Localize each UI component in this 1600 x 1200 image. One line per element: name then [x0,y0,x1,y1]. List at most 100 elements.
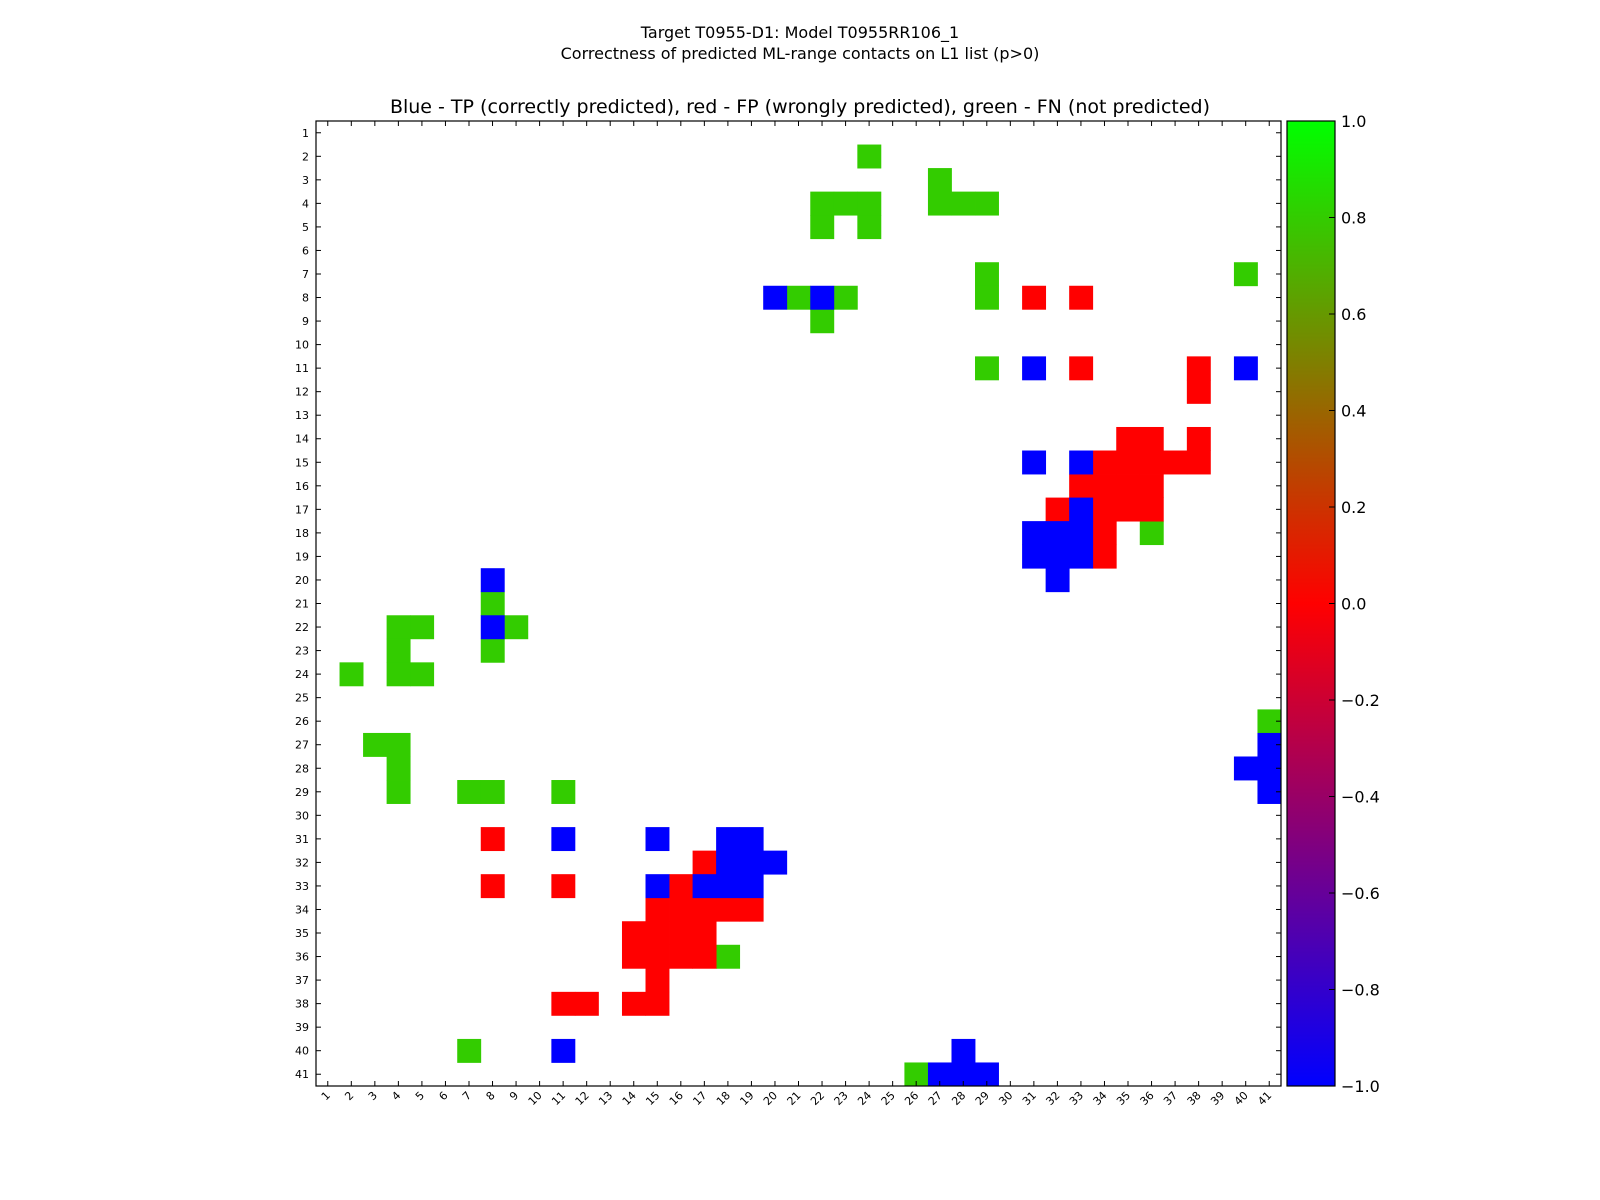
cell-tp-r20-c32 [1045,568,1070,593]
y-tick-label: 28 [295,762,309,775]
cell-tp-r8-c22 [810,285,835,310]
colorbar-tick-label: 0.0 [1341,595,1366,614]
cell-tp-r41-c29 [975,1062,999,1087]
cell-tp-r31-c15 [645,827,670,852]
x-tick-label: 18 [714,1089,733,1108]
cell-fp-r15-c35 [1116,450,1141,475]
colorbar-tick-label: −0.4 [1341,788,1380,807]
cell-tp-r19-c32 [1045,544,1070,569]
cell-fn-r22-c4 [386,615,411,640]
cell-fn-r23-c8 [480,638,505,663]
cell-fp-r34-c15 [645,897,670,922]
cell-fp-r17-c32 [1045,497,1070,522]
y-tick-label: 29 [295,786,309,799]
colorbar-tick-label: −0.6 [1341,884,1380,903]
cell-fn-r8-c21 [786,285,811,310]
x-tick-label: 32 [1043,1089,1062,1108]
y-tick-label: 40 [295,1045,309,1058]
cell-tp-r28-c40 [1233,756,1258,781]
y-tick-label: 16 [295,480,309,493]
x-tick-label: 14 [620,1089,639,1108]
y-tick-label: 11 [295,362,309,375]
x-tick-label: 30 [996,1089,1015,1108]
suptitle-line-2: Correctness of predicted ML-range contac… [561,44,1040,63]
x-tick-label: 3 [366,1089,380,1103]
cell-fp-r38-c12 [574,991,599,1016]
cell-fn-r21-c8 [480,591,505,616]
cell-fp-r36-c15 [645,944,670,969]
cell-fn-r3-c27 [927,168,952,193]
y-tick-label: 1 [302,127,309,140]
x-tick-label: 10 [526,1089,545,1108]
cell-tp-r33-c19 [739,874,764,899]
x-tick-label: 12 [573,1089,592,1108]
heatmap-cells [339,144,1282,1087]
colorbar-tick-label: 0.6 [1341,305,1366,324]
x-tick-label: 29 [973,1089,992,1108]
y-tick-label: 21 [295,598,309,611]
cell-tp-r18-c33 [1069,521,1094,546]
colorbar-tick-label: 0.2 [1341,498,1366,517]
cell-tp-r15-c31 [1022,450,1047,475]
cell-fn-r29-c11 [551,780,576,804]
cell-fn-r18-c36 [1139,521,1164,546]
cell-fn-r29-c4 [386,780,411,804]
x-tick-label: 34 [1091,1089,1110,1108]
y-tick-label: 10 [295,339,309,352]
cell-fp-r16-c33 [1069,474,1094,498]
y-tick-label: 38 [295,998,309,1011]
y-tick-label: 23 [295,645,309,658]
x-tick-label: 17 [690,1089,709,1108]
y-tick-label: 27 [295,739,309,752]
cell-tp-r11-c40 [1233,356,1258,381]
cell-tp-r18-c32 [1045,521,1070,546]
cell-fp-r11-c38 [1186,356,1211,381]
cell-fp-r34-c16 [669,897,693,922]
cell-tp-r31-c18 [716,827,741,852]
cell-tp-r8-c20 [763,285,788,310]
cell-fn-r24-c4 [386,662,411,687]
y-tick-label: 32 [295,856,309,869]
y-tick-label: 12 [295,386,309,399]
cell-fp-r12-c38 [1186,379,1211,404]
y-tick-label: 14 [295,433,309,446]
cell-tp-r27-c41 [1257,732,1282,757]
cell-fn-r5-c22 [810,215,835,240]
x-tick-label: 35 [1114,1089,1133,1108]
y-tick-label: 7 [302,268,309,281]
cell-fp-r32-c17 [692,850,717,875]
x-tick-label: 16 [667,1089,686,1108]
x-tick-label: 38 [1185,1089,1204,1108]
cell-tp-r28-c41 [1257,756,1282,781]
x-tick-label: 31 [1020,1089,1039,1108]
cell-fp-r35-c16 [669,921,693,946]
x-tick-label: 15 [643,1089,662,1108]
cell-fp-r15-c37 [1163,450,1188,475]
cell-fp-r37-c15 [645,968,670,993]
cell-tp-r15-c33 [1069,450,1094,475]
y-tick-label: 13 [295,409,309,422]
cell-tp-r33-c18 [716,874,741,899]
x-tick-label: 5 [413,1089,427,1103]
x-tick-label: 4 [389,1089,403,1103]
cell-fp-r11-c33 [1069,356,1094,381]
y-tick-label: 41 [295,1068,309,1081]
cell-fp-r34-c17 [692,897,717,922]
y-tick-label: 15 [295,456,309,469]
cell-fp-r36-c14 [621,944,646,969]
y-tick-label: 34 [295,903,309,916]
cell-fn-r41-c26 [904,1062,929,1087]
y-tick-label: 2 [302,150,309,163]
cell-tp-r17-c33 [1069,497,1094,522]
x-tick-label: 9 [507,1089,521,1103]
cell-tp-r33-c17 [692,874,717,899]
cell-tp-r31-c11 [551,827,576,852]
x-tick-label: 36 [1138,1089,1157,1108]
cell-fp-r15-c38 [1186,450,1211,475]
cell-fn-r4-c29 [975,191,999,216]
y-tick-label: 5 [302,221,309,234]
cell-fn-r24-c2 [339,662,364,687]
cell-fn-r4-c23 [833,191,858,216]
colorbar-tick-label: 1.0 [1341,112,1366,131]
